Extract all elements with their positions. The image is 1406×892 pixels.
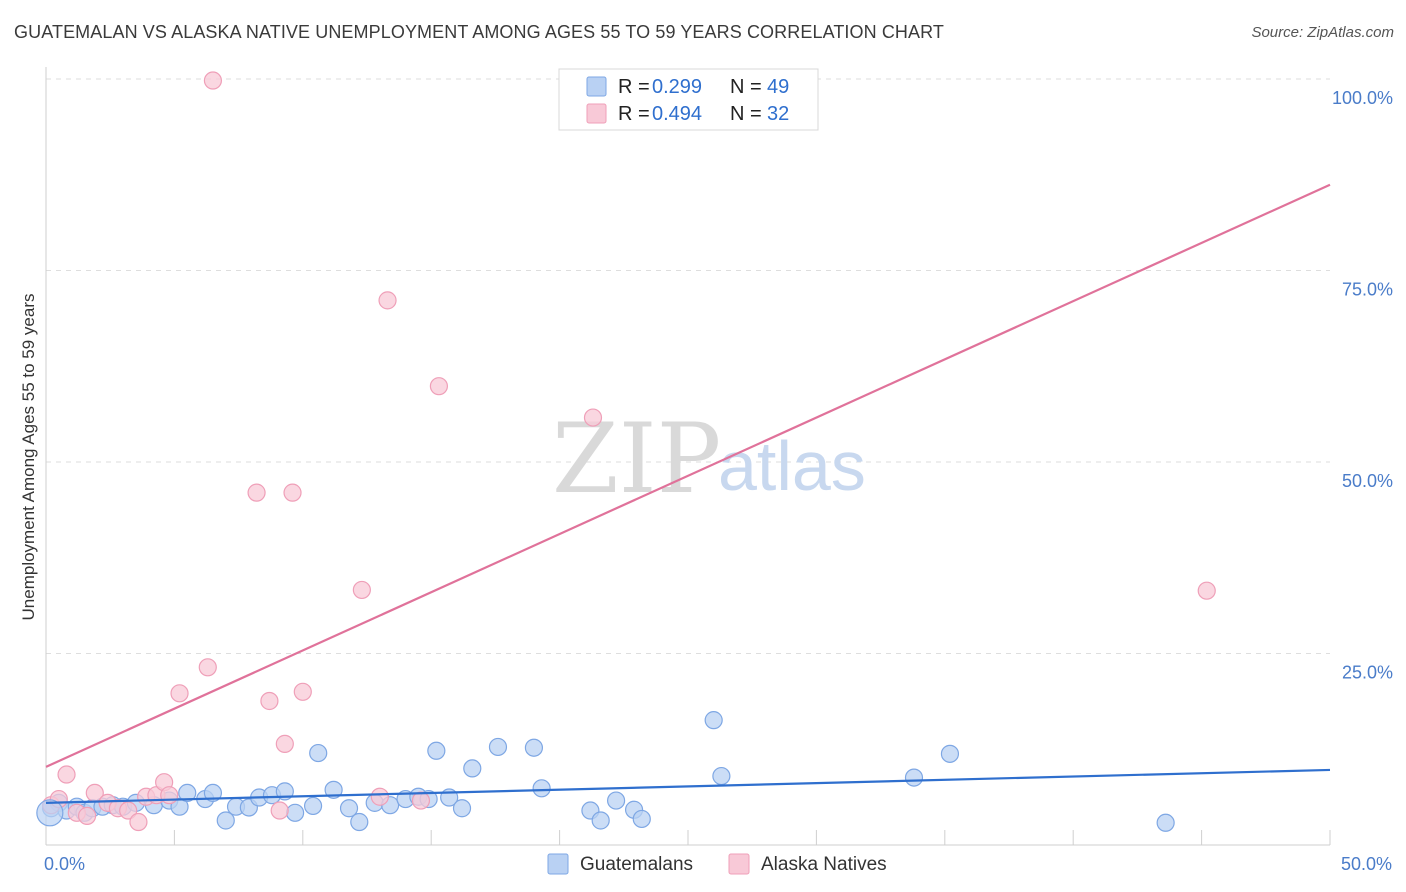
point-alaska-natives	[411, 791, 431, 810]
point-guatemalans	[712, 766, 731, 786]
point-alaska-natives	[270, 801, 289, 820]
watermark-zip: ZIP	[552, 403, 721, 515]
point-alaska-natives	[378, 291, 397, 310]
point-guatemalans	[463, 759, 482, 778]
point-alaska-natives	[119, 801, 138, 820]
y-tick-label: 100.0%	[1332, 88, 1393, 108]
point-alaska-natives	[57, 765, 76, 784]
legend-r-label: R =	[618, 76, 650, 98]
point-alaska-natives	[275, 734, 294, 753]
point-guatemalans	[452, 799, 472, 818]
series-legend-label-alaska-natives: Alaska Natives	[761, 854, 887, 875]
y-tick-label: 75.0%	[1342, 280, 1393, 300]
point-guatemalans	[36, 799, 64, 827]
point-alaska-natives	[77, 806, 97, 825]
point-alaska-natives	[370, 787, 389, 806]
point-guatemalans	[350, 812, 369, 832]
legend-n-value: 49	[767, 76, 789, 98]
point-alaska-natives	[1197, 581, 1216, 600]
legend-swatch-alaska-natives	[586, 103, 607, 124]
point-alaska-natives	[198, 658, 217, 677]
series-legend-label-guatemalans: Guatemalans	[580, 854, 693, 875]
point-alaska-natives	[293, 682, 312, 701]
point-alaska-natives	[160, 786, 179, 805]
point-guatemalans	[904, 768, 924, 787]
y-tick-label: 50.0%	[1342, 471, 1393, 491]
point-guatemalans	[216, 811, 235, 830]
legend-n-label: N =	[730, 103, 762, 125]
point-guatemalans	[591, 811, 610, 830]
axes: 25.0% 50.0% 75.0% 100.0% 0.0% 50.0%	[44, 67, 1393, 874]
legend-n-value: 32	[767, 103, 789, 125]
point-guatemalans	[606, 791, 626, 810]
watermark-atlas: atlas	[718, 427, 866, 505]
point-guatemalans	[170, 797, 189, 816]
legend-r-value: 0.299	[652, 76, 702, 98]
point-guatemalans	[427, 741, 446, 760]
series-legend-swatch-alaska-natives	[728, 853, 750, 875]
legend-r-label: R =	[618, 103, 650, 125]
watermark: ZIP atlas	[552, 403, 866, 515]
series-legend: Guatemalans Alaska Natives	[547, 853, 887, 875]
point-guatemalans	[339, 799, 359, 818]
y-tick-label: 25.0%	[1342, 663, 1393, 683]
point-alaska-natives	[583, 408, 603, 427]
point-alaska-natives	[129, 812, 148, 832]
point-guatemalans	[488, 737, 508, 757]
point-alaska-natives	[429, 377, 449, 396]
grid	[46, 78, 1330, 654]
point-guatemalans	[324, 780, 343, 799]
x-tick-label: 0.0%	[44, 854, 85, 874]
stats-legend: R = 0.299 N = 49 R = 0.494 N = 32	[558, 68, 819, 131]
point-guatemalans	[632, 809, 651, 829]
legend-r-value: 0.494	[652, 103, 702, 125]
point-alaska-natives	[247, 483, 266, 502]
series-legend-swatch-guatemalans	[547, 853, 569, 875]
point-guatemalans	[524, 738, 544, 757]
point-alaska-natives	[260, 691, 279, 711]
point-alaska-natives	[352, 580, 371, 600]
trend-lines	[45, 183, 1331, 804]
point-alaska-natives	[203, 71, 223, 90]
point-guatemalans	[1156, 813, 1175, 832]
point-guatemalans	[303, 796, 323, 816]
point-alaska-natives	[170, 684, 189, 703]
source-label: Source: ZipAtlas.com	[1251, 24, 1394, 41]
trend-line-guatemalans	[45, 768, 1331, 804]
point-guatemalans	[203, 783, 223, 803]
point-alaska-natives	[283, 483, 302, 502]
point-guatemalans	[532, 779, 551, 798]
point-guatemalans	[285, 803, 305, 822]
x-tick-label: 50.0%	[1341, 854, 1392, 874]
point-guatemalans	[704, 711, 723, 730]
trend-line-alaska-natives	[45, 183, 1331, 768]
legend-swatch-guatemalans	[586, 76, 607, 97]
point-guatemalans	[940, 744, 960, 763]
chart-title: GUATEMALAN VS ALASKA NATIVE UNEMPLOYMENT…	[14, 22, 945, 42]
y-axis-title: Unemployment Among Ages 55 to 59 years	[19, 294, 38, 621]
point-guatemalans	[178, 783, 197, 803]
legend-n-label: N =	[730, 76, 762, 98]
point-guatemalans	[309, 743, 328, 763]
